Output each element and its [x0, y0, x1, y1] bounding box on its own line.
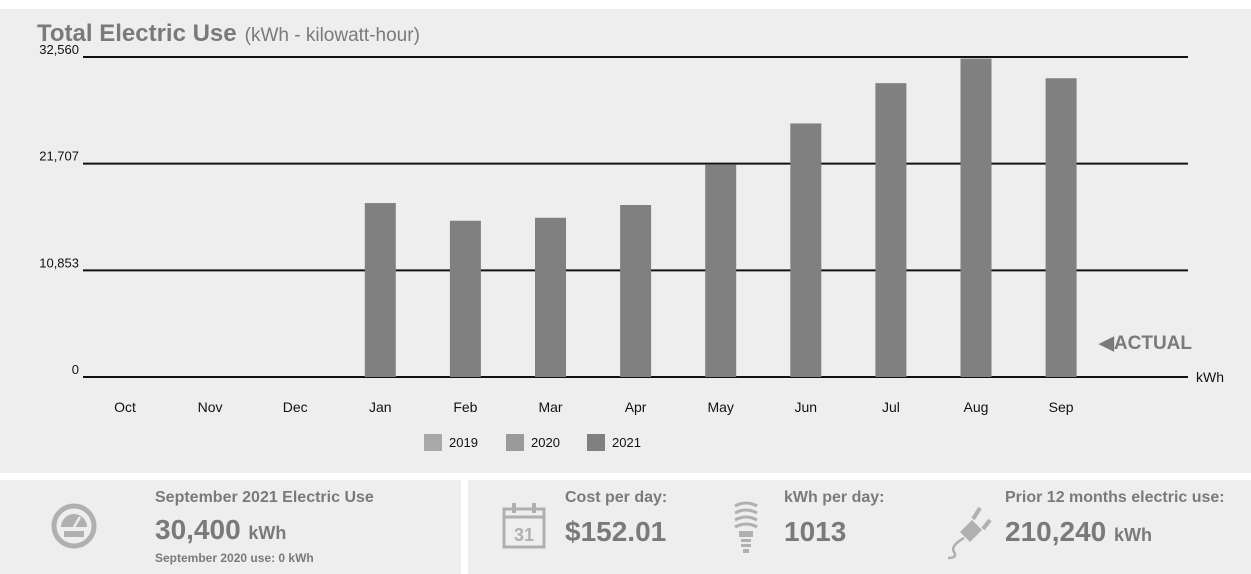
chart-title: Total Electric Use (kWh - kilowatt-hour) — [37, 20, 420, 47]
cost-per-day-label: Cost per day: — [565, 489, 668, 506]
x-tick-label: May — [707, 399, 733, 415]
cost-per-day-value: $152.01 — [565, 516, 667, 547]
calendar-icon: 31 — [502, 503, 546, 549]
svg-text:31: 31 — [514, 525, 534, 545]
bar-2021-mar — [535, 217, 566, 377]
legend-swatch-2020 — [506, 434, 524, 451]
bar-2021-jan — [364, 203, 396, 377]
x-tick-label: Feb — [453, 399, 477, 415]
bar-2021-jun — [790, 123, 822, 377]
actual-annotation: ◀ACTUAL — [1098, 333, 1192, 354]
prior-12-months-value: 210,240 kWh — [1005, 516, 1152, 547]
prior-12-months-label: Prior 12 months electric use: — [1005, 489, 1225, 506]
legend-label-2019: 2019 — [449, 435, 478, 450]
x-tick-label: Nov — [198, 399, 223, 415]
x-tick-label: Oct — [114, 399, 136, 415]
y-tick-label: 21,707 — [39, 149, 79, 164]
legend-swatch-2019 — [424, 434, 442, 451]
daily-stats-panel: 31 Cost per day: $152.01 kWh per day: 10… — [468, 480, 1251, 574]
prior-year-note: September 2020 use: 0 kWh — [155, 551, 314, 565]
x-tick-label: Apr — [625, 399, 647, 415]
plug-icon — [947, 506, 992, 560]
x-tick-label: Jul — [882, 399, 900, 415]
month-use-unit: kWh — [248, 523, 287, 543]
x-tick-label: Jan — [369, 399, 392, 415]
kwh-per-day-value: 1013 — [784, 516, 847, 547]
chart-panel: Total Electric Use (kWh - kilowatt-hour) … — [0, 9, 1251, 473]
electric-use-chart: Total Electric Use (kWh - kilowatt-hour) … — [37, 20, 1224, 451]
legend-label-2020: 2020 — [531, 435, 560, 450]
month-use-value: 30,400 kWh — [155, 514, 287, 545]
bar-2021-sep — [1045, 78, 1077, 377]
x-tick-label: Aug — [964, 399, 989, 415]
x-tick-label: Dec — [283, 399, 308, 415]
x-tick-label: Jun — [795, 399, 818, 415]
bar-2021-apr — [620, 205, 652, 377]
y-unit-label: kWh — [1196, 369, 1224, 385]
y-tick-label: 32,560 — [39, 42, 79, 57]
x-tick-label: Mar — [538, 399, 562, 415]
month-use-title: September 2021 Electric Use — [155, 489, 374, 506]
meter-icon — [51, 503, 97, 549]
prior-12-months-unit: kWh — [1114, 525, 1152, 545]
x-tick-label: Sep — [1049, 399, 1074, 415]
bar-2021-jul — [875, 83, 907, 377]
legend-label-2021: 2021 — [612, 435, 641, 450]
bar-2021-feb — [449, 220, 481, 377]
legend-swatch-2021 — [587, 434, 605, 451]
chart-subtitle: (kWh - kilowatt-hour) — [245, 25, 420, 46]
bar-2021-may — [705, 164, 737, 377]
kwh-per-day-label: kWh per day: — [784, 489, 885, 506]
y-tick-label: 10,853 — [39, 255, 79, 270]
lightbulb-icon — [734, 501, 758, 553]
bar-2021-aug — [960, 58, 992, 378]
y-tick-label: 0 — [72, 362, 79, 377]
monthly-use-panel: September 2021 Electric Use 30,400 kWh S… — [0, 480, 461, 574]
